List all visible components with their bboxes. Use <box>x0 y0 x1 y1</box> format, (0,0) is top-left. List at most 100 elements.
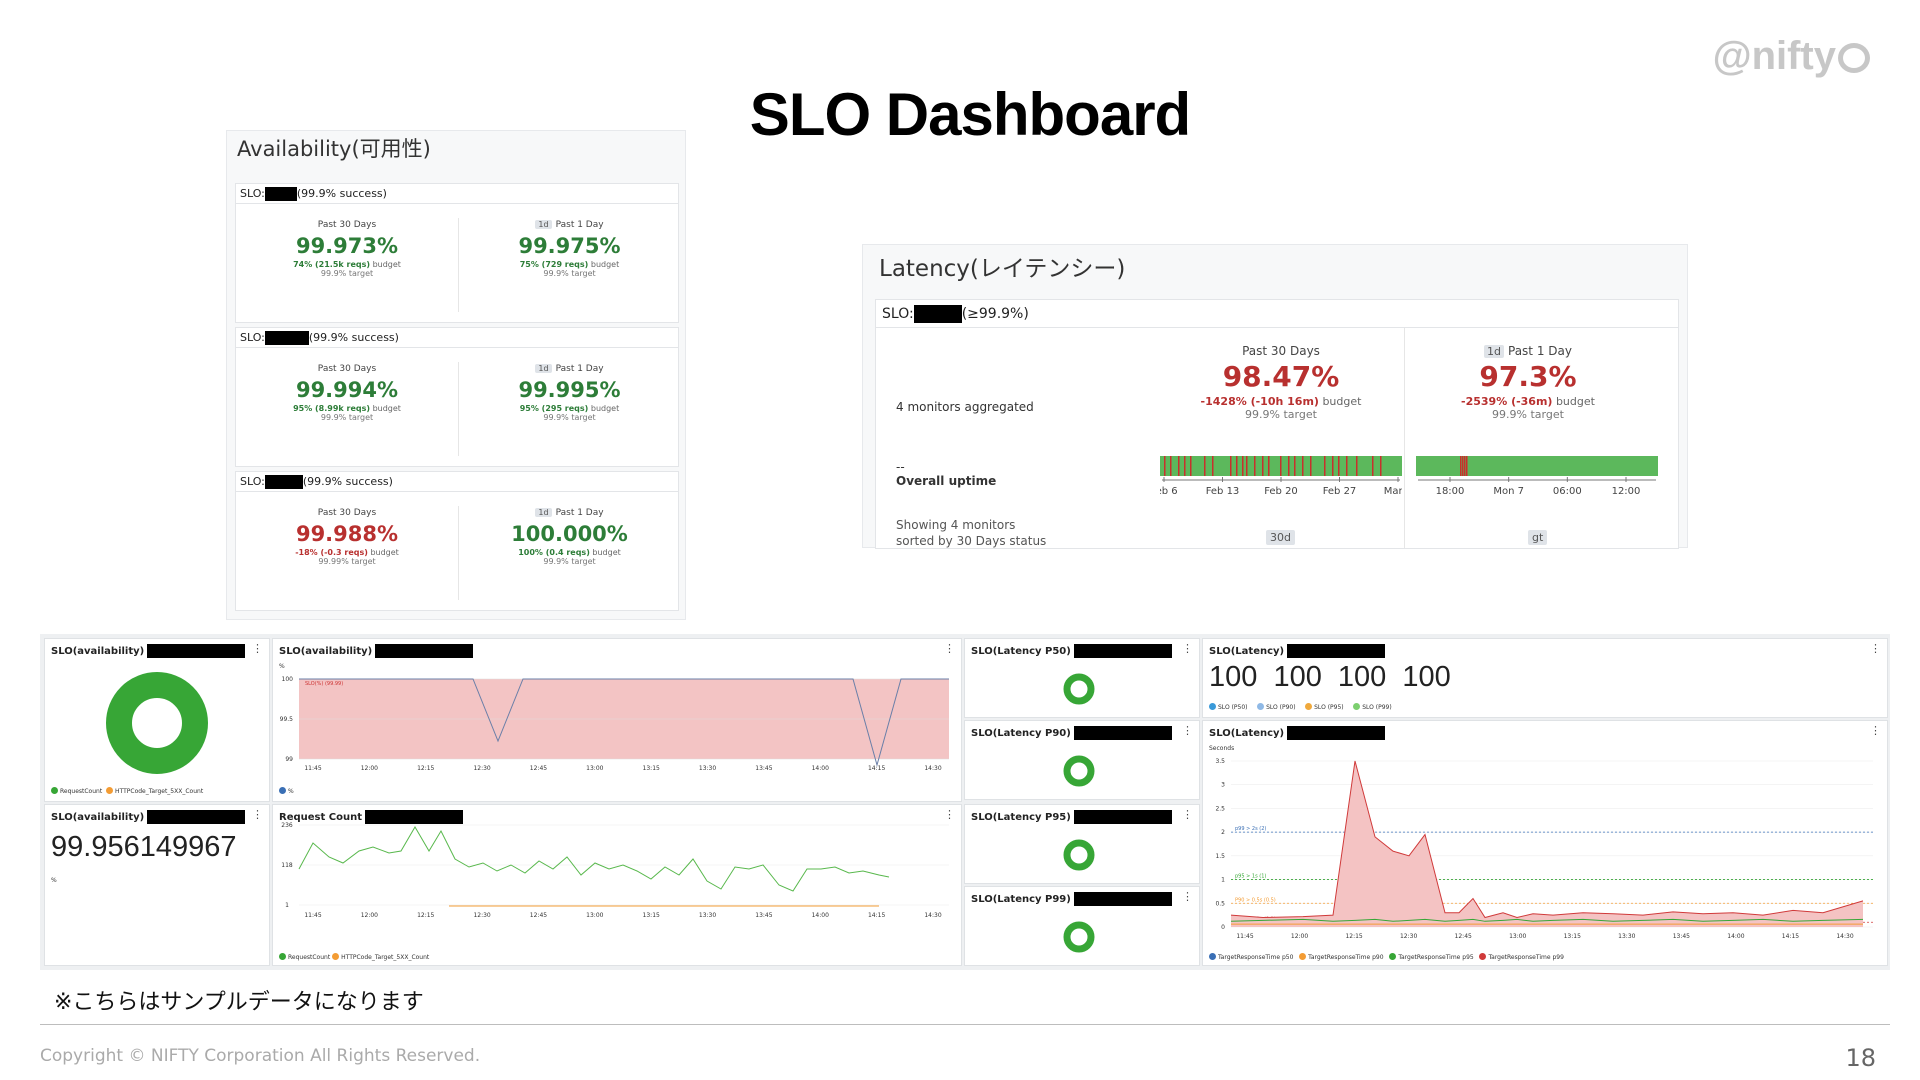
x-tick-label: 14:15 <box>868 912 885 919</box>
ring-gauge-icon <box>1063 839 1095 871</box>
panel-menu-icon[interactable]: ⋮ <box>1182 890 1193 903</box>
past-1-day: 1d Past 1 Day 100.000% 100% (0.4 reqs) bu… <box>458 506 680 600</box>
panel-menu-icon[interactable]: ⋮ <box>944 642 955 655</box>
y-tick-label: 236 <box>281 822 293 829</box>
x-tick-label: 12:15 <box>1345 933 1362 940</box>
panel-menu-icon[interactable]: ⋮ <box>1182 642 1193 655</box>
panel-menu-icon[interactable]: ⋮ <box>1182 808 1193 821</box>
uptime-incident <box>1338 456 1340 476</box>
y-tick-label: 0 <box>1221 924 1225 931</box>
threshold-label: p99 > 2s (2) <box>1235 826 1266 832</box>
axis-tick-label: Feb 20 <box>1264 486 1298 497</box>
ring-gauge-icon <box>1063 921 1095 953</box>
x-tick-label: 13:30 <box>1618 933 1635 940</box>
uptime-incident <box>1236 456 1238 476</box>
panel-menu-icon[interactable]: ⋮ <box>252 808 263 821</box>
x-tick-label: 11:45 <box>1236 933 1253 940</box>
x-tick-label: 13:30 <box>699 765 716 772</box>
p99-series-line <box>1230 760 1864 919</box>
past-1-day: 1d Past 1 Day 99.995% 95% (295 reqs) budg… <box>458 362 680 456</box>
x-tick-label: 12:30 <box>1400 933 1417 940</box>
requestcount-series-line <box>298 826 890 892</box>
uptime-incident <box>1254 456 1256 476</box>
latency-stat-legend: SLO (P50) SLO (P90) SLO (P95) SLO (P99) <box>1209 703 1392 711</box>
y-tick-label: 0.5 <box>1215 900 1225 907</box>
past-30-days: Past 30 Days 99.994% 95% (8.99k reqs) bu… <box>236 362 458 456</box>
redacted-block <box>264 475 303 489</box>
axis-tick-label: Feb 6 <box>1160 486 1178 497</box>
x-tick-label: 13:45 <box>755 765 772 772</box>
uptime-incident <box>1372 456 1374 476</box>
axis-tick-label: 06:00 <box>1553 486 1582 497</box>
latency-slo-header: SLO: (≥99.9%) <box>876 300 1678 328</box>
panel-menu-icon[interactable]: ⋮ <box>252 642 263 655</box>
x-tick-label: 13:00 <box>1509 933 1526 940</box>
uptime-incident <box>1242 456 1244 476</box>
y-tick-label: 99.5 <box>280 716 294 723</box>
uptime-axis-1d: 18:00 Mon 7 06:00 12:00 <box>1418 477 1656 497</box>
uptime-incident <box>1310 456 1312 476</box>
x-tick-label: 11:45 <box>304 912 321 919</box>
monitors-count: 4 monitors aggregated <box>896 400 1034 414</box>
y-tick-label: 100 <box>282 676 294 683</box>
latency-ring-panel: SLO(Latency P50) ⋮ <box>964 638 1200 718</box>
slo-value: 99.975% <box>518 234 621 258</box>
latency-ring-panel: SLO(Latency P99) ⋮ <box>964 886 1200 966</box>
footer-divider <box>40 1024 1890 1025</box>
x-tick-label: 12:45 <box>530 912 547 919</box>
nifty-logo: @nifty <box>1713 34 1870 79</box>
x-tick-label: 11:45 <box>304 765 321 772</box>
uptime-incident <box>1288 456 1290 476</box>
latency-chart-panel: SLO(Latency) ⋮ Seconds 3.5 3 2.5 2 1.5 1 0.5 0 p… <box>1202 720 1888 966</box>
slo-header: SLO: (99.9% success) <box>236 328 678 348</box>
uptime-incident <box>1462 456 1464 476</box>
panel-menu-icon[interactable]: ⋮ <box>944 808 955 821</box>
chip-gt[interactable]: gt <box>1528 530 1548 545</box>
redacted-block <box>1287 726 1386 740</box>
x-tick-label: 13:15 <box>1564 933 1581 940</box>
request-count-panel: Request Count ⋮ 236 118 1 11:45 12:00 12:15 12… <box>272 804 962 966</box>
uptime-incident <box>1230 456 1232 476</box>
y-tick-label: 1 <box>285 902 289 909</box>
uptime-incident <box>1212 456 1214 476</box>
uptime-incident <box>1460 456 1462 476</box>
latency-ring-panel: SLO(Latency P95) ⋮ <box>964 804 1200 884</box>
redacted-block <box>1073 726 1172 740</box>
latency-past1: 1d Past 1 Day 97.3% -2539% (-36m) budget … <box>1405 342 1651 421</box>
latency-stat-panel: SLO(Latency) ⋮ 100 100 100 100 SLO (P50)… <box>1202 638 1888 718</box>
redacted-block <box>264 187 297 201</box>
uptime-incident <box>1356 456 1358 476</box>
uptime-incident <box>1246 456 1248 476</box>
slo-value: 99.988% <box>295 522 399 546</box>
uptime-incident <box>1204 456 1206 476</box>
x-tick-label: 14:15 <box>868 765 885 772</box>
latency-stat-values: 100 100 100 100 <box>1209 661 1451 693</box>
y-tick-label: 118 <box>281 862 293 869</box>
page-number: 18 <box>1845 1044 1876 1072</box>
panel-menu-icon[interactable]: ⋮ <box>1182 724 1193 737</box>
panel-menu-icon[interactable]: ⋮ <box>1870 724 1881 737</box>
x-tick-label: 13:30 <box>699 912 716 919</box>
axis-tick-label: 18:00 <box>1436 486 1465 497</box>
axis-tick-label: 12:00 <box>1612 486 1641 497</box>
uptime-incident <box>1466 456 1468 476</box>
chip-30d[interactable]: 30d <box>1266 530 1295 545</box>
x-tick-label: 12:15 <box>417 912 434 919</box>
redacted-block <box>375 644 474 658</box>
availability-slo-card: SLO: (99.9% success) Past 30 Days 99.994%… <box>235 327 679 467</box>
x-tick-label: 12:45 <box>1455 933 1472 940</box>
x-tick-label: 12:30 <box>473 912 490 919</box>
p95-series-line <box>1230 918 1864 922</box>
panel-menu-icon[interactable]: ⋮ <box>1870 642 1881 655</box>
x-tick-label: 13:45 <box>755 912 772 919</box>
uptime-incident <box>1262 456 1264 476</box>
slo-header: SLO: (99.9% success) <box>236 472 678 492</box>
overall-uptime-label: Overall uptime <box>896 474 997 488</box>
x-tick-label: 12:45 <box>530 765 547 772</box>
availability-chart-panel: SLO(availability) ⋮ % 100 99.5 99 SLO(%) (9… <box>272 638 962 802</box>
axis-tick-label: Feb 27 <box>1323 486 1357 497</box>
redacted-block <box>147 644 246 658</box>
latency-line-chart: 3.5 3 2.5 2 1.5 1 0.5 0 p99 > 2s (2) p95 > 1s (1)… <box>1215 758 1873 940</box>
availability-slo-card: SLO: (99.9% success) Past 30 Days 99.988%… <box>235 471 679 611</box>
x-tick-label: 12:00 <box>361 912 378 919</box>
